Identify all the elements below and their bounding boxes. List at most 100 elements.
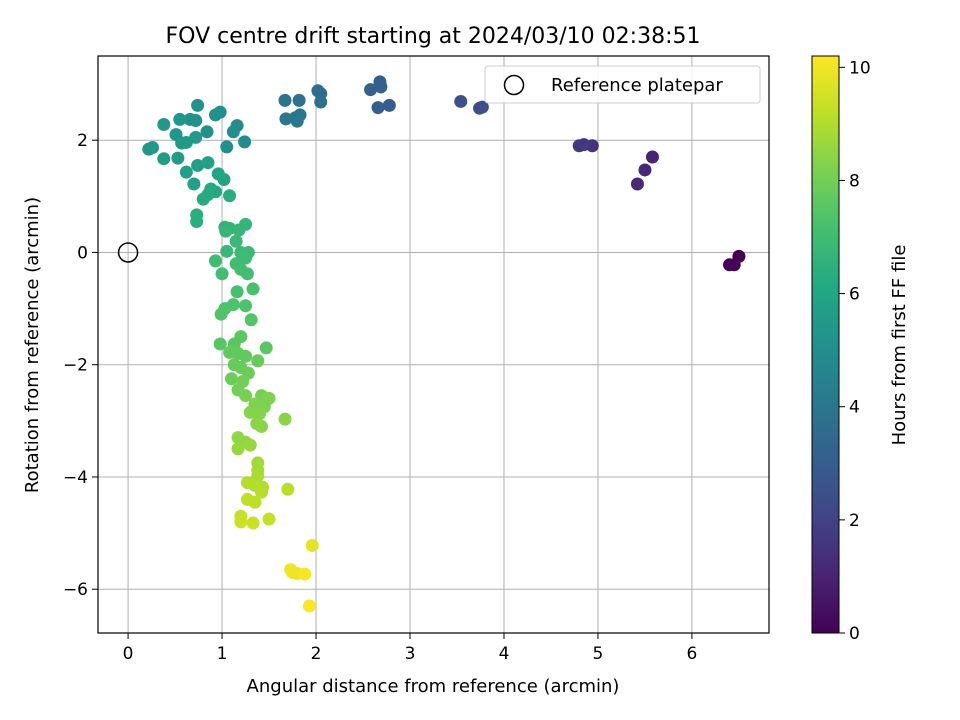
y-tick-label: −2 [63,356,88,376]
data-point [157,117,171,131]
data-point [290,114,304,128]
data-point [278,93,292,107]
data-point [364,83,378,97]
data-point [240,267,254,281]
data-point [239,389,253,403]
data-point [171,151,185,165]
data-point [220,244,234,258]
data-point [179,165,193,179]
legend-marker-icon [503,74,525,96]
x-axis: 0 1 2 3 4 5 6 [123,633,698,664]
data-point [201,156,215,170]
data-point [281,482,295,496]
data-point [234,515,248,529]
data-point [314,95,328,109]
data-point [645,150,659,164]
legend-entry-reference: Reference platepar [551,75,723,96]
data-point [572,139,586,153]
data-point [196,192,210,206]
y-axis-label: Rotation from reference (arcmin) [22,197,43,493]
data-point [251,354,265,368]
data-point [373,75,387,89]
plot-frame [97,55,770,634]
data-point [214,307,228,321]
data-point [229,234,243,248]
data-point [200,125,214,139]
x-tick-label: 4 [499,644,510,664]
data-point [723,258,737,272]
colorbar-tick-label: 10 [849,58,871,78]
x-tick-label: 2 [311,644,322,664]
data-point [292,93,306,107]
data-point [232,223,246,237]
data-point [219,224,233,238]
data-point [142,142,156,156]
reference-marker [117,242,139,263]
y-axis: −6 −4 −2 0 2 [63,131,98,600]
data-point [239,299,253,313]
data-point [157,152,171,166]
data-point [191,98,205,112]
data-point [224,372,238,386]
colorbar-tick-label: 4 [849,398,860,418]
y-tick-label: 2 [77,131,88,151]
colorbar-tick-label: 8 [849,171,860,191]
data-point [187,177,201,191]
data-point [189,130,203,144]
data-point [231,442,245,456]
data-point [173,112,187,126]
y-tick-label: −6 [63,580,88,600]
data-point [244,313,258,327]
data-point [191,158,205,172]
colorbar-gradient [811,55,840,634]
data-point [217,172,231,186]
data-point [183,112,197,126]
data-point [253,407,267,421]
data-point [246,282,260,296]
data-point [278,412,292,426]
x-tick-label: 3 [405,644,416,664]
data-points [142,75,746,613]
data-point [208,108,222,122]
reference-platepar-marker [117,242,139,263]
colorbar-tick-label: 2 [849,511,860,531]
colorbar-ticks: 0 2 4 6 8 10 [839,58,871,644]
data-point [223,189,237,203]
data-point [473,101,487,115]
data-point [243,438,257,452]
chart-title: FOV centre drift starting at 2024/03/10 … [166,24,701,49]
data-point [382,98,396,112]
legend-box [484,65,761,104]
data-point [371,101,385,115]
data-point [190,215,204,229]
data-point [246,516,260,530]
grid [98,56,769,633]
y-tick-label: 0 [77,243,88,263]
x-tick-label: 5 [593,644,604,664]
data-point [208,254,222,268]
x-axis-label: Angular distance from reference (arcmin) [247,676,620,697]
data-point [226,125,240,139]
data-point [248,495,262,509]
data-point [454,94,468,108]
data-point [305,538,319,552]
colorbar: 0 2 4 6 8 10 Hours from first FF file [811,55,910,644]
data-point [213,337,227,351]
data-point [239,349,253,363]
data-point [255,485,269,499]
data-point [311,84,325,98]
data-point [238,135,252,149]
data-point [262,512,276,526]
data-point [230,285,244,299]
data-point [259,341,273,355]
y-tick-label: −4 [63,468,88,488]
colorbar-tick-label: 0 [849,624,860,644]
data-point [255,419,269,433]
data-point [630,177,644,191]
data-point [243,405,257,419]
data-point [638,163,652,177]
data-point [239,251,253,265]
x-tick-label: 6 [687,644,698,664]
data-point [220,140,234,154]
legend: Reference platepar [484,65,761,104]
